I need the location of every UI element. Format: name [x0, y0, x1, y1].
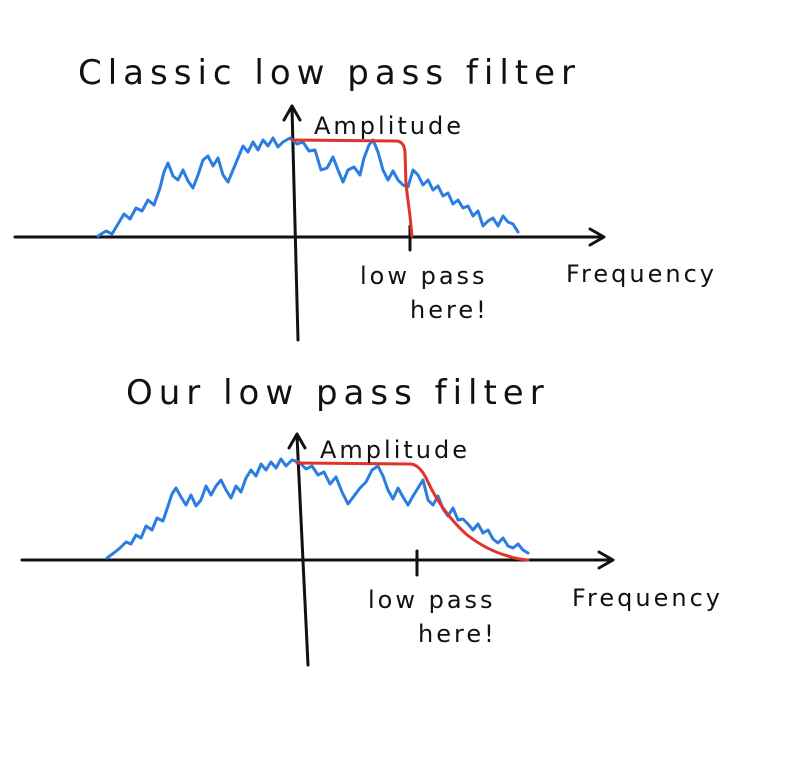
x-axis-arrow-icon — [597, 550, 615, 570]
y-axis — [290, 106, 300, 342]
x-axis-arrow-icon — [588, 227, 606, 247]
cutoff-label-line1: low pass — [368, 586, 496, 614]
y-axis-label: Amplitude — [320, 436, 470, 464]
y-axis — [295, 434, 310, 667]
y-axis-arrow-icon — [282, 104, 302, 122]
x-axis-label: Frequency — [572, 584, 723, 612]
x-axis-label: Frequency — [566, 260, 717, 288]
filter-response — [290, 138, 414, 238]
y-axis-label: Amplitude — [314, 112, 464, 140]
panel-ours: Our low pass filter Amplitude Frequency … — [20, 373, 723, 667]
panel-classic: Classic low pass filter Amplitude Freque… — [13, 53, 717, 342]
panel-title: Classic low pass filter — [78, 53, 581, 93]
signal-curve — [105, 457, 530, 560]
cutoff-label-line2: here! — [418, 620, 497, 648]
y-axis-arrow-icon — [287, 432, 307, 450]
filter-response — [295, 461, 530, 562]
signal-curve — [96, 136, 520, 238]
cutoff-label-line2: here! — [410, 296, 489, 324]
cutoff-label-line1: low pass — [360, 262, 488, 290]
panel-title: Our low pass filter — [126, 373, 550, 413]
